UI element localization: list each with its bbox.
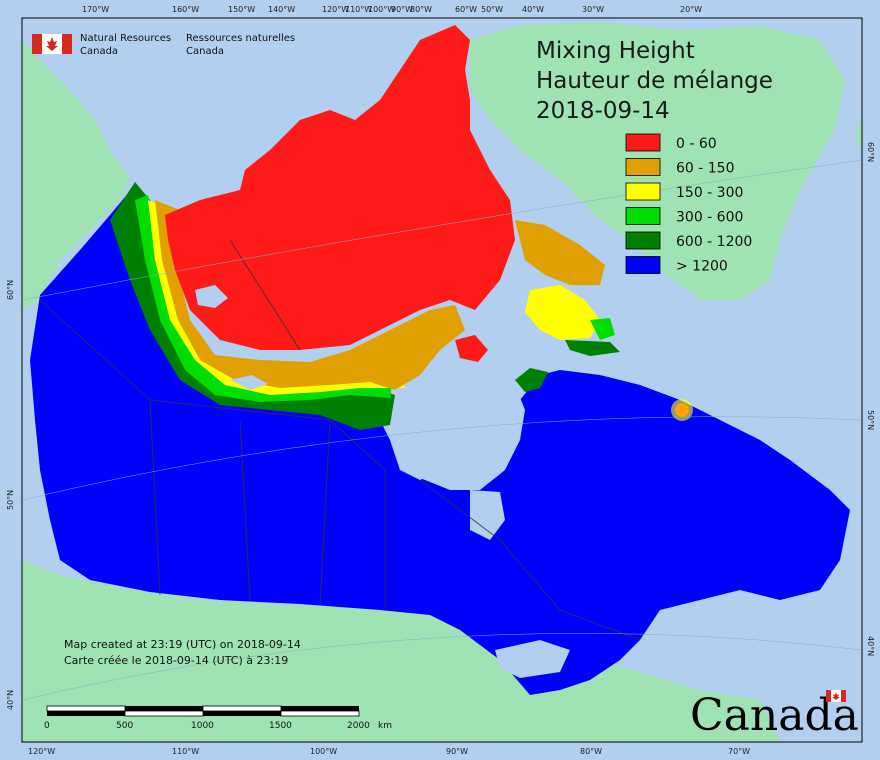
map-date: 2018-09-14	[536, 98, 670, 124]
scale-bar-segment	[47, 711, 125, 716]
lon-label-bottom: 70°W	[728, 747, 750, 756]
map-frame	[21, 17, 863, 743]
great-slave-lake	[230, 375, 268, 390]
lon-label-bottom: 90°W	[446, 747, 468, 756]
lon-label-top: 90°W	[391, 5, 413, 14]
lon-label-top: 80°W	[410, 5, 432, 14]
agency-name-en-line1: Natural Resources	[80, 33, 171, 44]
lon-label-top: 100°W	[368, 5, 395, 14]
scale-label: 0	[44, 721, 50, 731]
legend-swatch	[625, 182, 661, 201]
zone-60-150-baffin	[515, 220, 605, 285]
top-longitude-labels: 170°W 160°W 150°W 140°W 120°W 110°W 100°…	[82, 5, 702, 14]
great-lakes-water	[495, 640, 570, 678]
agency-name-fr-line1: Ressources naturelles	[186, 33, 295, 44]
lat-label-right: 50°N	[866, 410, 875, 430]
zone-0-60-southampton	[455, 335, 488, 362]
scale-bar-segment	[280, 710, 360, 717]
lon-label-bottom: 110°W	[172, 747, 199, 756]
lon-label-top: 50°W	[481, 5, 503, 14]
zone-150-300-ungava	[525, 285, 600, 340]
lat-label-right: 40°N	[866, 636, 875, 656]
lon-label-top: 110°W	[345, 5, 372, 14]
zone-300-600-labrador	[590, 318, 615, 340]
agency-name-fr-line2: Canada	[186, 46, 224, 57]
zone-60-150	[155, 200, 465, 390]
legend-label: 600 - 1200	[676, 234, 752, 250]
legend-label: 150 - 300	[676, 185, 743, 201]
zone-150-300-hotspot-east	[671, 399, 693, 421]
right-latitude-labels: 60°N 50°N 40°N	[866, 142, 875, 656]
usa-land	[22, 560, 780, 742]
lon-label-top: 140°W	[268, 5, 295, 14]
scale-unit: km	[378, 721, 392, 731]
scale-label: 1000	[191, 721, 214, 731]
legend-label: 300 - 600	[676, 210, 743, 226]
map-title-en: Mixing Height	[536, 38, 695, 64]
lat-label-left: 50°N	[6, 490, 15, 510]
alaska-land	[22, 40, 130, 310]
agency-name-en-line2: Canada	[80, 46, 118, 57]
wordmark-flag-icon	[826, 690, 846, 702]
lat-label-left: 60°N	[6, 280, 15, 300]
legend-swatch	[625, 133, 661, 152]
agency-signature: Natural Resources Canada Ressources natu…	[32, 33, 295, 57]
lon-label-top: 40°W	[522, 5, 544, 14]
scale-bar-segment	[125, 706, 203, 711]
legend-swatch	[625, 207, 661, 225]
lon-label-bottom: 80°W	[580, 747, 602, 756]
legend-swatch	[625, 231, 661, 250]
bottom-longitude-labels: 120°W 110°W 100°W 90°W 80°W 70°W	[28, 747, 750, 756]
scale-label: 1500	[269, 721, 292, 731]
left-latitude-labels: 60°N 50°N 40°N	[6, 280, 15, 710]
great-bear-lake	[195, 285, 228, 308]
scale-label: 2000	[347, 721, 370, 731]
scale-bar-segment	[281, 706, 359, 711]
lat-label-right: 60°N	[866, 142, 875, 162]
province-boundaries	[39, 239, 641, 641]
legend-label: > 1200	[676, 259, 728, 275]
legend-label: 0 - 60	[676, 136, 717, 152]
canada-wordmark: Canada	[690, 690, 859, 741]
graticule-lines	[21, 159, 863, 701]
lon-label-top: 170°W	[82, 5, 109, 14]
legend-label: 60 - 150	[676, 161, 735, 177]
created-note-fr: Carte créée le 2018-09-14 (UTC) à 23:19	[64, 654, 288, 667]
iceland-land	[855, 120, 862, 150]
map-title-fr: Hauteur de mélange	[536, 68, 773, 94]
scale-bar: 0 500 1000 1500 2000 km	[44, 705, 392, 731]
lon-label-top: 160°W	[172, 5, 199, 14]
canada-main-blue	[30, 185, 850, 695]
created-note-en: Map created at 23:19 (UTC) on 2018-09-14	[64, 638, 301, 651]
scale-bar-segment	[202, 705, 282, 712]
lon-label-top: 60°W	[455, 5, 477, 14]
lon-label-top: 120°W	[322, 5, 349, 14]
legend-swatch	[625, 158, 661, 176]
zone-600-1200-quebec	[515, 340, 620, 392]
hudson-bay-water	[400, 370, 525, 490]
canada-flag-icon	[32, 34, 72, 54]
legend: 0 - 60 60 - 150 150 - 300 300 - 600 600 - 12…	[625, 133, 752, 275]
scale-bar-segment	[124, 710, 204, 717]
scale-bar-segment	[46, 705, 126, 712]
zone-0-60-arctic	[165, 25, 515, 350]
lon-label-top: 150°W	[228, 5, 255, 14]
lat-label-left: 40°N	[6, 690, 15, 710]
lon-label-top: 20°W	[680, 5, 702, 14]
lon-label-bottom: 120°W	[28, 747, 55, 756]
zone-600-1200	[110, 182, 395, 430]
james-bay-water	[470, 490, 505, 540]
lon-label-bottom: 100°W	[310, 747, 337, 756]
legend-swatch	[625, 256, 661, 274]
lon-label-top: 30°W	[582, 5, 604, 14]
scale-label: 500	[116, 721, 133, 731]
scale-bar-segment	[203, 711, 281, 716]
